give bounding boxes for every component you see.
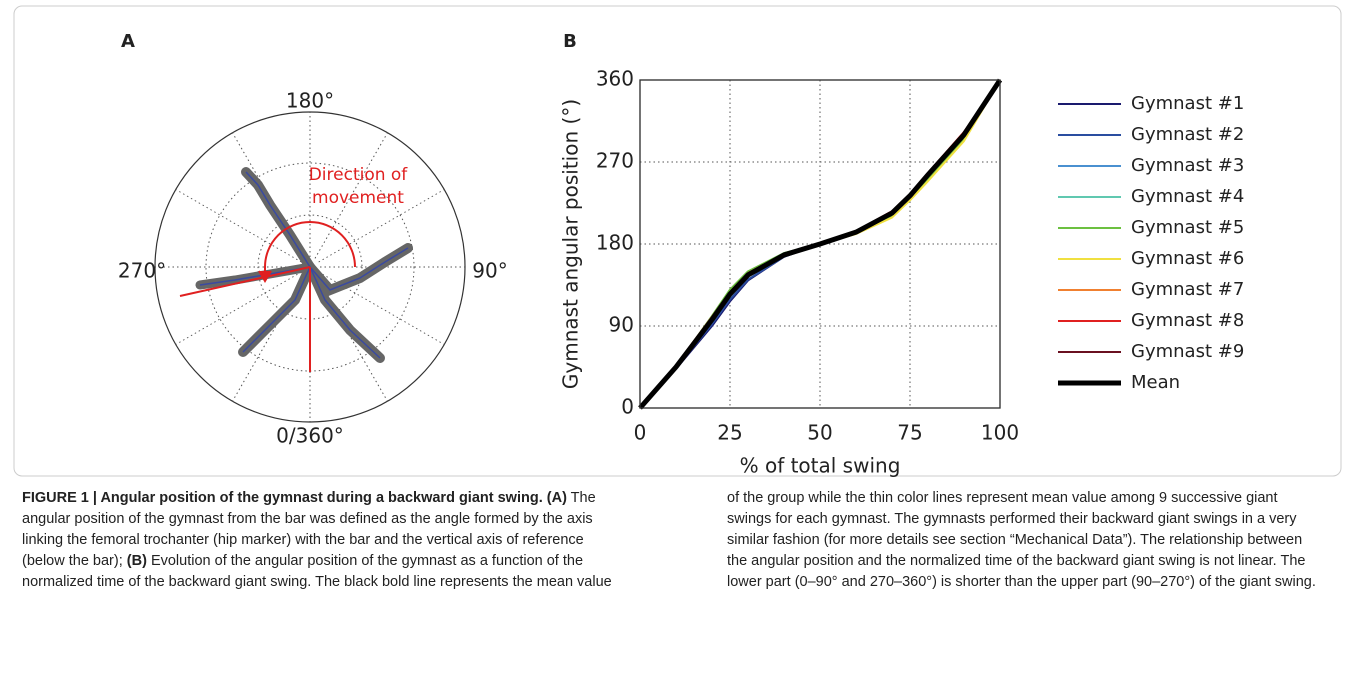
caption-part-label: (B) xyxy=(126,553,147,569)
legend-label: Mean xyxy=(1131,372,1180,393)
panel-label: B xyxy=(563,31,577,52)
annotation: Direction of xyxy=(309,165,409,185)
polar-spoke xyxy=(175,189,302,263)
figure-frame xyxy=(13,5,1342,477)
caption-title: FIGURE 1 | Angular position of the gymna… xyxy=(22,490,543,506)
legend-label: Gymnast #7 xyxy=(1131,279,1244,300)
polar-spoke xyxy=(314,275,388,402)
legend-label: Gymnast #4 xyxy=(1131,186,1244,207)
polar-plot: 180° 90° 270° 0/360° Direction of moveme… xyxy=(118,89,508,448)
x-tick-label: 100 xyxy=(981,421,1019,445)
legend-label: Gymnast #8 xyxy=(1131,310,1244,331)
caption-part-label: (A) xyxy=(546,490,567,506)
polar-spoke xyxy=(232,275,306,402)
x-tick-label: 0 xyxy=(634,421,647,445)
angle-label: 90° xyxy=(472,259,507,283)
direction-arrow xyxy=(179,221,356,372)
series-line xyxy=(638,78,1003,410)
legend-label: Gymnast #2 xyxy=(1131,124,1244,145)
polar-spoke xyxy=(318,271,445,345)
legend-label: Gymnast #3 xyxy=(1131,155,1244,176)
angle-label: 0/360° xyxy=(276,424,344,448)
y-axis-label: Gymnast angular position (°) xyxy=(559,99,583,389)
caption-text: Evolution of the angular position of the… xyxy=(22,490,1316,590)
y-tick-label: 270 xyxy=(596,149,634,173)
legend-label: Gymnast #6 xyxy=(1131,248,1244,269)
x-tick-label: 75 xyxy=(897,421,922,445)
x-axis-label: % of total swing xyxy=(740,454,901,478)
figure: A B 180° 90° 270° 0/360° xyxy=(13,5,1342,478)
annotation: movement xyxy=(312,188,404,208)
legend-label: Gymnast #5 xyxy=(1131,217,1244,238)
caption-text: The angular position of the gymnast from… xyxy=(22,490,596,569)
panel-label: A xyxy=(121,31,135,52)
y-tick-label: 180 xyxy=(596,231,634,255)
plot-frame xyxy=(639,79,1001,409)
legend-label: Gymnast #1 xyxy=(1131,93,1244,114)
caption: FIGURE 1 | Angular position of the gymna… xyxy=(22,488,1322,593)
y-tick-label: 0 xyxy=(621,395,634,419)
y-tick-label: 90 xyxy=(609,313,634,337)
polar-spoke xyxy=(175,271,302,345)
y-tick-label: 360 xyxy=(596,67,634,91)
angle-label: 180° xyxy=(286,89,334,113)
legend-label: Gymnast #9 xyxy=(1131,341,1244,362)
x-tick-label: 25 xyxy=(717,421,742,445)
polar-spoke xyxy=(318,189,445,263)
polar-spoke xyxy=(314,132,388,259)
angle-label: 270° xyxy=(118,259,166,283)
line-chart: % of total swing Gymnast angular positio… xyxy=(559,67,1245,478)
x-tick-label: 50 xyxy=(807,421,832,445)
